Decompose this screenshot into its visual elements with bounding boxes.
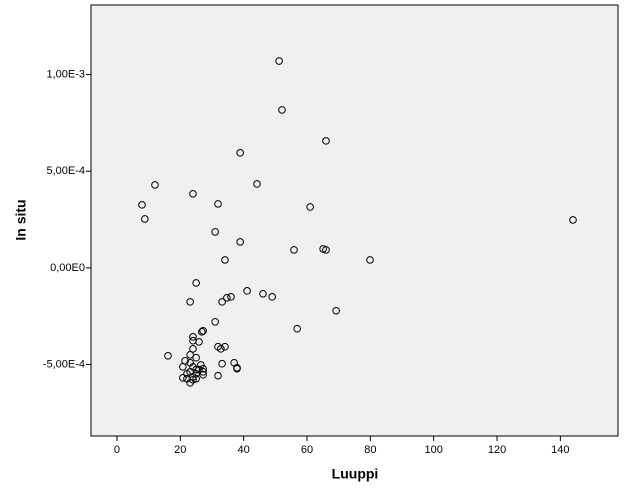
point	[151, 181, 159, 189]
point	[218, 359, 226, 368]
plot-area	[90, 4, 619, 437]
x-tick-label: 40	[238, 444, 250, 456]
point	[186, 379, 194, 387]
y-tick-label: 5,00E-4	[46, 165, 85, 177]
point	[275, 57, 283, 65]
x-tick-label: 80	[364, 444, 376, 456]
point	[164, 351, 172, 360]
point	[183, 369, 191, 378]
point	[179, 363, 187, 371]
point	[218, 298, 226, 306]
x-tick-label: 20	[174, 444, 186, 456]
point	[290, 246, 298, 254]
point	[569, 216, 577, 224]
x-tick-label: 100	[424, 444, 442, 456]
point	[189, 190, 197, 198]
point	[278, 106, 286, 114]
point	[236, 149, 244, 157]
x-axis-title: Luuppi	[332, 466, 379, 482]
y-tick-label: 1,00E-3	[46, 68, 85, 80]
point	[217, 345, 225, 353]
y-tick-label: 0,00E0	[50, 262, 85, 274]
point	[221, 256, 229, 264]
y-tick-label: -5,00E-4	[43, 358, 85, 370]
point	[195, 338, 203, 346]
point	[197, 361, 205, 369]
point	[221, 342, 229, 351]
point	[211, 228, 219, 236]
point	[199, 370, 207, 379]
point	[192, 279, 200, 287]
y-axis-title: In situ	[13, 199, 29, 240]
point	[211, 317, 219, 326]
point	[189, 345, 197, 353]
x-tick-label: 0	[114, 444, 120, 456]
point	[214, 371, 222, 380]
x-tick-label: 60	[301, 444, 313, 456]
point	[227, 293, 235, 301]
point	[189, 333, 197, 341]
x-tick-label: 120	[488, 444, 506, 456]
point	[253, 180, 261, 188]
point	[138, 201, 146, 209]
point	[233, 364, 241, 373]
point	[192, 353, 200, 362]
point	[322, 137, 330, 145]
point	[179, 374, 187, 382]
point	[199, 368, 207, 376]
point	[186, 298, 194, 306]
point	[243, 287, 251, 295]
x-tick-label: 140	[551, 444, 569, 456]
point	[214, 200, 222, 208]
point	[293, 324, 301, 333]
point	[192, 374, 200, 383]
point	[236, 238, 244, 246]
point	[306, 203, 314, 211]
point	[199, 327, 207, 335]
point	[332, 306, 340, 315]
point	[186, 351, 194, 359]
point	[322, 246, 330, 254]
point	[366, 256, 374, 264]
point	[198, 328, 206, 336]
point	[141, 215, 149, 223]
point	[268, 293, 276, 301]
point	[259, 289, 267, 298]
point	[223, 294, 231, 302]
